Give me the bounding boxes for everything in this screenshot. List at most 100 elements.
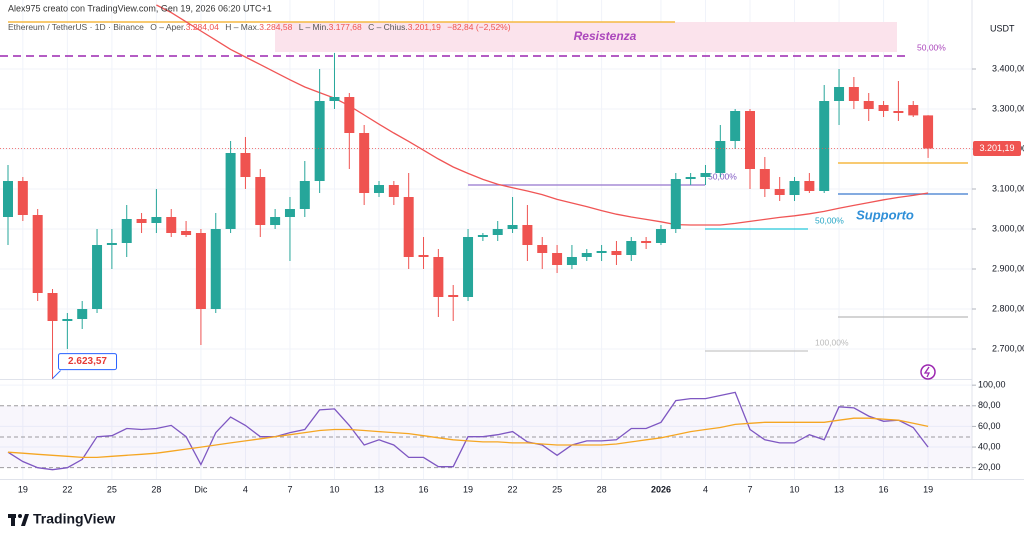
candle-body [626,241,637,255]
x-tick-label: 19 [923,484,933,494]
logo-part [11,514,15,526]
candle-body [908,105,919,116]
x-tick-label: 10 [329,484,339,494]
y-tick-label: 40,00 [978,441,1001,451]
candle-body [195,233,206,309]
candle-body [374,185,384,193]
candle-body [166,217,177,233]
x-tick-label: 19 [463,484,473,494]
line-series [156,4,929,226]
y-tick-label: 80,00 [978,400,1001,410]
candle-body [715,141,726,173]
y-tick-label: 2.700,00 [992,343,1024,353]
candle-body [477,235,488,237]
candle-body [522,225,533,245]
candle-body [581,253,592,257]
candle-body [225,153,236,229]
candle-body [552,253,563,265]
candle-body [537,245,548,253]
x-tick-label: 10 [790,484,800,494]
candle-body [611,251,622,255]
candle-body [834,87,845,101]
candle-body [77,309,88,319]
y-tick-label: 20,00 [978,462,1001,472]
candle-body [463,237,474,297]
y-tick-label: 60,00 [978,421,1001,431]
candle-body [655,229,666,243]
legend-value: 3.284,58 [259,22,292,32]
x-tick-label: 19 [18,484,28,494]
legend-label: L – Min. [299,22,329,32]
logo-part [18,514,22,518]
x-tick-label: 7 [287,484,292,494]
candle-body [270,217,281,225]
candle-body [448,295,459,297]
candle-body [32,215,43,293]
x-tick-label: 22 [508,484,518,494]
candle-body [745,111,755,169]
resistance-label: Resistenza [574,29,637,43]
legend-label: H – Max. [225,22,259,32]
candle-body [759,169,770,189]
candle-body [730,111,741,141]
candle-body [388,185,399,197]
y-tick-label: 3.400,00 [992,63,1024,73]
candle-body [878,105,889,111]
candle-body [136,219,147,223]
support-label: Supporto [856,207,914,222]
candle-body [92,245,103,309]
legend-label: C – Chius. [368,22,408,32]
candle-body [210,229,221,309]
candle-body [47,293,58,321]
last-price-badge [973,141,1021,157]
fib-label: 50,00% [815,215,844,225]
candle-body [893,111,904,113]
candle-body [507,225,518,229]
candle-body [492,229,503,235]
candle-body [804,181,815,191]
y-tick-label: 3.000,00 [992,223,1024,233]
x-tick-label: 16 [879,484,889,494]
x-tick-label: 16 [419,484,429,494]
x-tick-label: 28 [151,484,161,494]
candle-body [789,181,800,195]
candle-body [106,243,117,245]
candle-body [863,101,874,109]
low-badge [58,353,118,371]
x-tick-label: 2026 [651,484,671,494]
alert-icon[interactable] [920,364,936,380]
candle-body [923,115,934,149]
candle-body [403,197,414,257]
price-panel [3,4,934,379]
resistance-zone [275,22,897,52]
line-series [7,417,929,459]
legend-value: 3.177,68 [329,22,362,32]
candle-body [433,257,444,297]
y-tick-label: 3.100,00 [992,183,1024,193]
x-tick-label: 13 [374,484,384,494]
candle-body [240,153,251,177]
x-tick-label: 22 [62,484,72,494]
y-tick-label: 100,00 [978,380,1006,390]
x-tick-label: 4 [243,484,248,494]
candle-body [774,189,785,195]
fib-label: 50,00% [708,171,737,181]
candle-body [299,181,310,209]
rsi-panel [0,391,972,471]
line-series [7,391,929,471]
x-tick-label: 13 [834,484,844,494]
x-tick-label: 25 [107,484,117,494]
low-label: 2.623,57 [68,356,107,367]
candle-body [700,173,711,177]
candle-body [819,101,830,191]
last-price-label: 3.201,19 [979,143,1014,153]
candle-body [3,181,13,217]
candle-body [255,177,266,225]
candle-body [670,179,681,229]
candle-body [344,97,355,133]
candle-body [121,219,132,243]
legend: Ethereum / TetherUS · 1D · Binance O – A… [8,22,511,32]
candle-body [596,251,607,253]
legend-label: O – Aper. [150,22,185,32]
legend-value: 3.201,19 [408,22,441,32]
